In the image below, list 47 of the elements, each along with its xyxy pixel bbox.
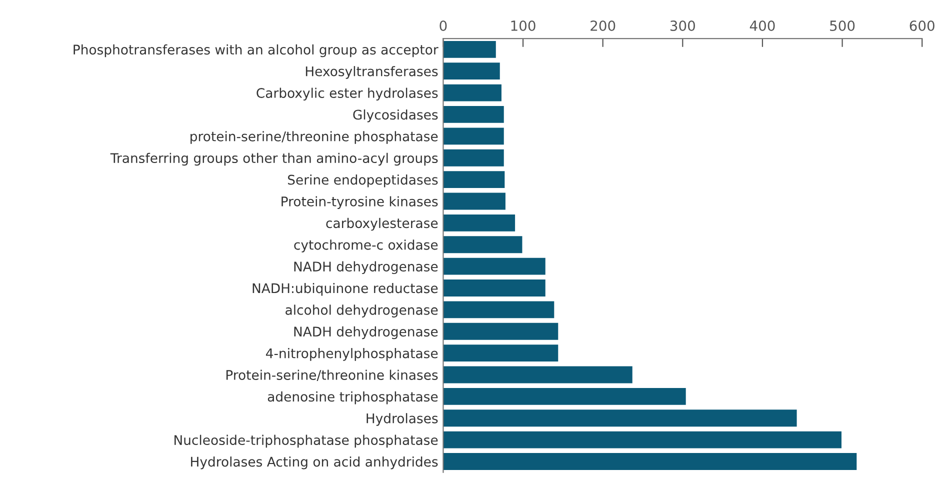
y-tick-label: Protein-tyrosine kinases <box>282 196 438 209</box>
bar <box>443 258 546 275</box>
bar <box>443 453 857 470</box>
x-tick-label: 400 <box>750 20 775 32</box>
bar <box>443 388 686 405</box>
y-tick-label: adenosine triphosphatase <box>268 391 438 404</box>
x-tick-label: 0 <box>440 20 447 32</box>
y-tick-label: NADH:ubiquinone reductase <box>252 282 438 296</box>
bar <box>443 322 558 340</box>
y-tick-label: protein-serine/threonine phosphatase <box>190 131 438 144</box>
y-tick-label: NADH dehydrogenase <box>294 326 438 340</box>
bar <box>443 128 504 145</box>
bar <box>443 301 554 318</box>
bar <box>443 106 504 123</box>
y-tick-label: Protein-serine/threonine kinases <box>226 370 438 381</box>
y-tick-label: Nucleoside-triphosphatase phosphatase <box>174 434 438 448</box>
y-tick-label: alcohol dehydrogenase <box>286 304 438 318</box>
bar <box>443 84 502 102</box>
bar <box>443 62 500 80</box>
bar <box>443 344 558 362</box>
x-tick-label: 600 <box>910 20 934 32</box>
bar <box>443 171 505 188</box>
bar <box>443 149 504 166</box>
bar <box>443 192 506 210</box>
bar <box>443 214 516 232</box>
y-tick-label: Transferring groups other than amino-acyl groups <box>110 152 438 166</box>
x-tick-label: 300 <box>670 20 695 32</box>
y-tick-label: Hydrolases Acting on acid anhydrides <box>191 456 438 470</box>
x-tick-label: 500 <box>830 20 855 32</box>
bar <box>443 280 546 296</box>
y-tick-label: Serine endopeptidases <box>288 174 438 188</box>
y-tick-label: cytochrome-c oxidase <box>294 240 438 252</box>
y-tick-label: NADH dehydrogenase <box>294 261 438 274</box>
y-tick-label: 4-nitrophenylphosphatase <box>266 348 438 361</box>
bar <box>443 236 522 254</box>
bar <box>443 40 496 58</box>
bar <box>443 431 842 448</box>
y-tick-label: carboxylesterase <box>326 218 438 231</box>
y-tick-label: Phosphotransferases with an alcohol group as acceptor <box>74 44 438 58</box>
bar <box>443 366 632 384</box>
bar <box>443 410 797 427</box>
x-tick-label: 200 <box>590 20 616 32</box>
y-tick-label: Hydrolases <box>366 413 438 426</box>
y-tick-label: Glycosidases <box>353 109 438 122</box>
y-tick-label: Hexosyltransferases <box>306 66 438 79</box>
x-tick-label: 100 <box>511 20 536 32</box>
y-tick-label: Carboxylic ester hydrolases <box>256 88 438 101</box>
